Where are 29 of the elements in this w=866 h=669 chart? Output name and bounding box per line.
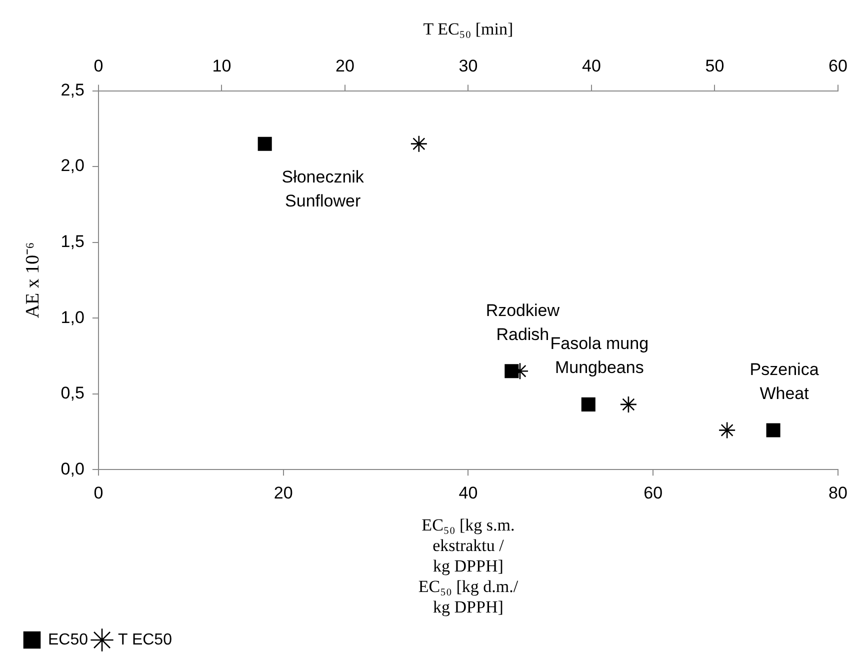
x-axis-title: EC₅₀ [kg s.m. ekstraktu / kg DPPH] EC₅₀ [kg d.m./ kg DPPH] [418,516,518,616]
x-tick-label: 20 [274,483,293,502]
point [581,397,596,412]
annotation: Słonecznik Sunflower [282,168,364,211]
x2-tick-label: 50 [705,56,724,76]
x2-tick-label: 20 [335,56,354,76]
y-tick-label: 2,0 [60,156,84,176]
x2-axis-title: T EC₅₀ [min] [423,20,514,39]
point [504,364,519,378]
legend-label: T EC50 [118,631,172,648]
x2-tick-label: 10 [212,56,232,76]
x2-tick-label: 40 [582,56,601,76]
x-tick-label: 40 [458,483,478,502]
x-tick-label: 0 [94,483,104,502]
point [258,136,272,151]
legend-label: EC50 [48,631,88,648]
x2-tick-label: 60 [828,56,848,76]
x2-tick-label: 30 [458,56,478,76]
y-tick-label: 0,5 [60,384,84,403]
y-tick-label: 1,0 [60,308,84,327]
y-tick-label: 0,0 [60,459,84,478]
y-axis-title: AE x 10⁻⁶ [22,242,44,318]
y-tick-label: 2,5 [60,80,84,100]
y-tick-label: 1,5 [60,232,84,252]
annotation: Pszenica Wheat [750,360,820,403]
x2-tick-label: 0 [94,56,104,76]
x-tick-label: 80 [828,483,848,502]
point [766,423,780,438]
x-tick-label: 60 [644,483,663,502]
